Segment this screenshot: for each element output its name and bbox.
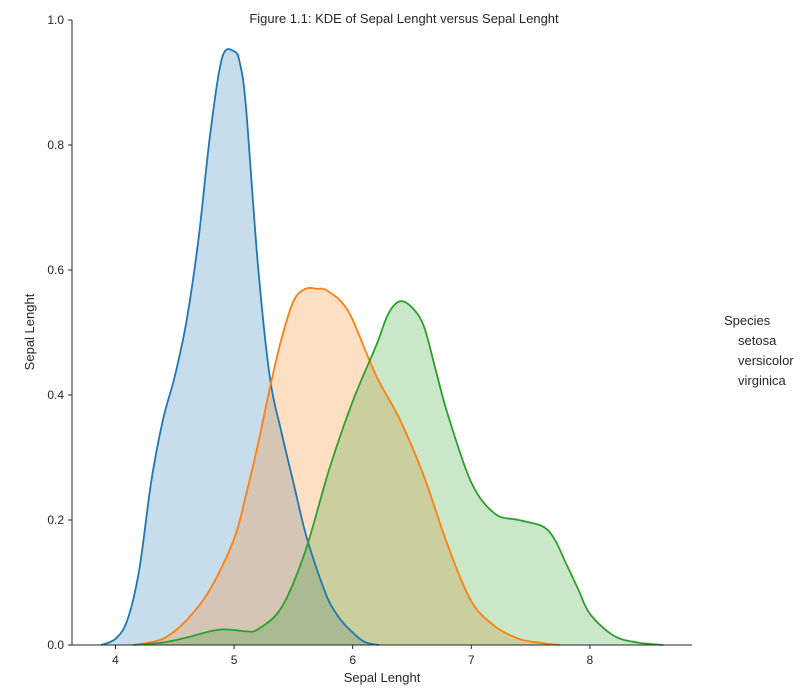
x-tick-label: 4 bbox=[112, 653, 119, 667]
x-tick-label: 6 bbox=[349, 653, 356, 667]
y-tick-label: 0.8 bbox=[47, 138, 64, 152]
kde-area-virginica bbox=[133, 301, 664, 645]
y-axis-label: Sepal Lenght bbox=[22, 293, 37, 370]
x-tick-label: 7 bbox=[468, 653, 475, 667]
y-tick-label: 0.6 bbox=[47, 263, 64, 277]
legend-item-setosa: setosa bbox=[738, 333, 777, 348]
kde-line-versicolor bbox=[133, 286, 561, 646]
axes-layer: 4 5 6 7 8 0.0 0.2 0.4 0.6 0.8 1.0 bbox=[47, 13, 692, 667]
legend: Species setosa versicolor virginica bbox=[724, 311, 794, 391]
legend-item-virginica: virginica bbox=[738, 373, 786, 388]
y-tick-label: 0.2 bbox=[47, 513, 64, 527]
kde-line-virginica bbox=[133, 300, 664, 646]
kde-line-setosa bbox=[100, 48, 379, 646]
x-axis-label: Sepal Lenght bbox=[344, 670, 421, 685]
kde-area-layer bbox=[101, 48, 664, 646]
y-tick-label: 1.0 bbox=[47, 13, 64, 27]
kde-area-setosa bbox=[101, 48, 379, 646]
legend-item-versicolor: versicolor bbox=[738, 353, 794, 368]
legend-title: Species bbox=[724, 313, 771, 328]
chart-title: Figure 1.1: KDE of Sepal Lenght versus S… bbox=[249, 11, 559, 26]
kde-line-layer bbox=[100, 48, 664, 646]
kde-area-versicolor bbox=[133, 287, 561, 645]
x-tick-label: 8 bbox=[587, 653, 594, 667]
y-tick-label: 0.0 bbox=[47, 638, 64, 652]
x-tick-label: 5 bbox=[231, 653, 238, 667]
y-tick-label: 0.4 bbox=[47, 388, 64, 402]
